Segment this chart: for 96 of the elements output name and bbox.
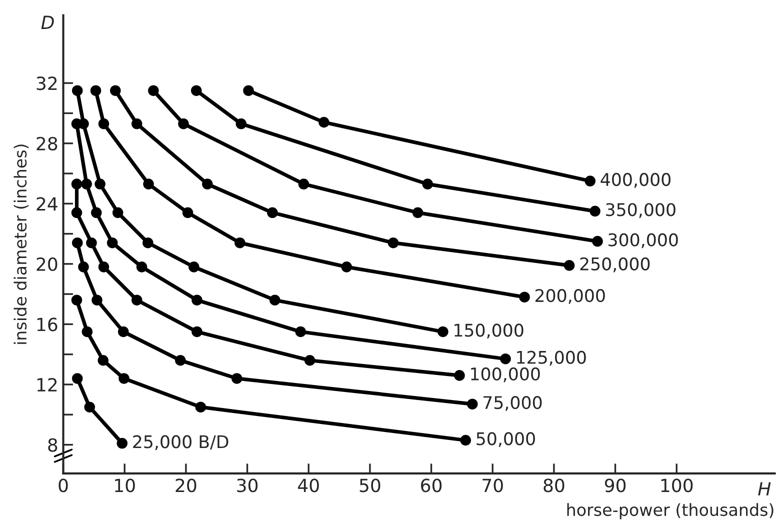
point [304, 354, 316, 366]
series-label: 400,000 [600, 172, 670, 188]
point [231, 373, 242, 384]
x-tick-label: 50 [360, 478, 380, 492]
x-tick-label: 70 [482, 478, 503, 492]
point [106, 237, 118, 248]
point [466, 398, 478, 410]
x-axis-title: horse-power (thousands) [567, 503, 774, 520]
point [72, 237, 83, 248]
point [192, 326, 202, 338]
point [92, 294, 102, 306]
point [564, 260, 575, 271]
series-label: 350,000 [606, 203, 676, 218]
x-tick-label: 20 [176, 478, 196, 492]
point [72, 85, 83, 96]
y-tick-label: 8 [48, 438, 58, 452]
y-tick-label: 32 [36, 76, 57, 90]
point [78, 262, 89, 272]
point [243, 85, 254, 96]
point [500, 353, 511, 364]
point [234, 237, 246, 248]
series-label: 100,000 [471, 367, 540, 382]
point [91, 207, 102, 218]
point [98, 354, 109, 366]
point [71, 294, 82, 306]
point [295, 326, 306, 338]
point [190, 85, 202, 96]
point [188, 262, 200, 272]
x-tick-label: 30 [237, 478, 258, 492]
point [118, 373, 130, 384]
y-tick-label: 20 [36, 257, 58, 272]
point [175, 354, 186, 366]
x-tick-label: 80 [544, 478, 564, 492]
point [182, 207, 194, 218]
point [192, 294, 202, 306]
x-tick-label: 0 [58, 478, 68, 492]
point [98, 262, 110, 272]
y-tick-label: 28 [36, 136, 58, 150]
point [341, 262, 352, 272]
point [71, 178, 82, 190]
point [178, 118, 189, 130]
series-label: 200,000 [536, 288, 605, 304]
series-label: 250,000 [580, 257, 650, 272]
point [412, 207, 424, 218]
point [519, 292, 530, 302]
x-tick-label: 40 [298, 478, 319, 492]
point [90, 85, 102, 96]
point [318, 116, 330, 128]
point [142, 237, 154, 248]
point [269, 294, 280, 306]
point [422, 178, 433, 190]
series-label: 300,000 [608, 233, 678, 248]
point [84, 402, 96, 412]
point [592, 236, 603, 247]
point [202, 178, 213, 190]
point [438, 326, 448, 338]
text: D [41, 16, 54, 29]
series-label: 50,000 [476, 432, 535, 448]
point [590, 206, 600, 217]
point [298, 178, 310, 190]
point [388, 237, 399, 248]
point [71, 207, 82, 218]
y-tick-label: 24 [36, 197, 58, 210]
point [112, 207, 124, 218]
x-tick-label: 60 [421, 478, 442, 492]
y-tick-label: 16 [37, 318, 58, 332]
point [267, 207, 278, 218]
point [148, 85, 159, 96]
series-label: 75,000 [484, 396, 542, 411]
point [460, 434, 471, 446]
x-tick-label: 90 [604, 478, 626, 492]
point [81, 178, 92, 190]
point [82, 326, 93, 338]
series-label: 25,000 B/D [133, 435, 228, 450]
y-axis-title: inside diameter (inches) [14, 144, 29, 344]
x-tick-label: 10 [115, 478, 135, 492]
point [98, 118, 110, 130]
point [143, 178, 154, 190]
point [110, 85, 121, 96]
point [116, 438, 128, 449]
point [118, 326, 129, 338]
y-tick-label: 12 [37, 378, 57, 392]
point [584, 176, 596, 186]
point [195, 402, 206, 412]
point [136, 262, 148, 272]
point [72, 373, 83, 384]
point [236, 118, 247, 130]
point [131, 294, 142, 306]
point [131, 118, 142, 130]
point [94, 178, 106, 190]
point [86, 237, 97, 248]
text: H [758, 482, 771, 496]
point [454, 370, 465, 381]
x-tick-label: 100 [661, 478, 693, 492]
series-label: 150,000 [454, 324, 524, 339]
series-label: 125,000 [517, 350, 586, 366]
